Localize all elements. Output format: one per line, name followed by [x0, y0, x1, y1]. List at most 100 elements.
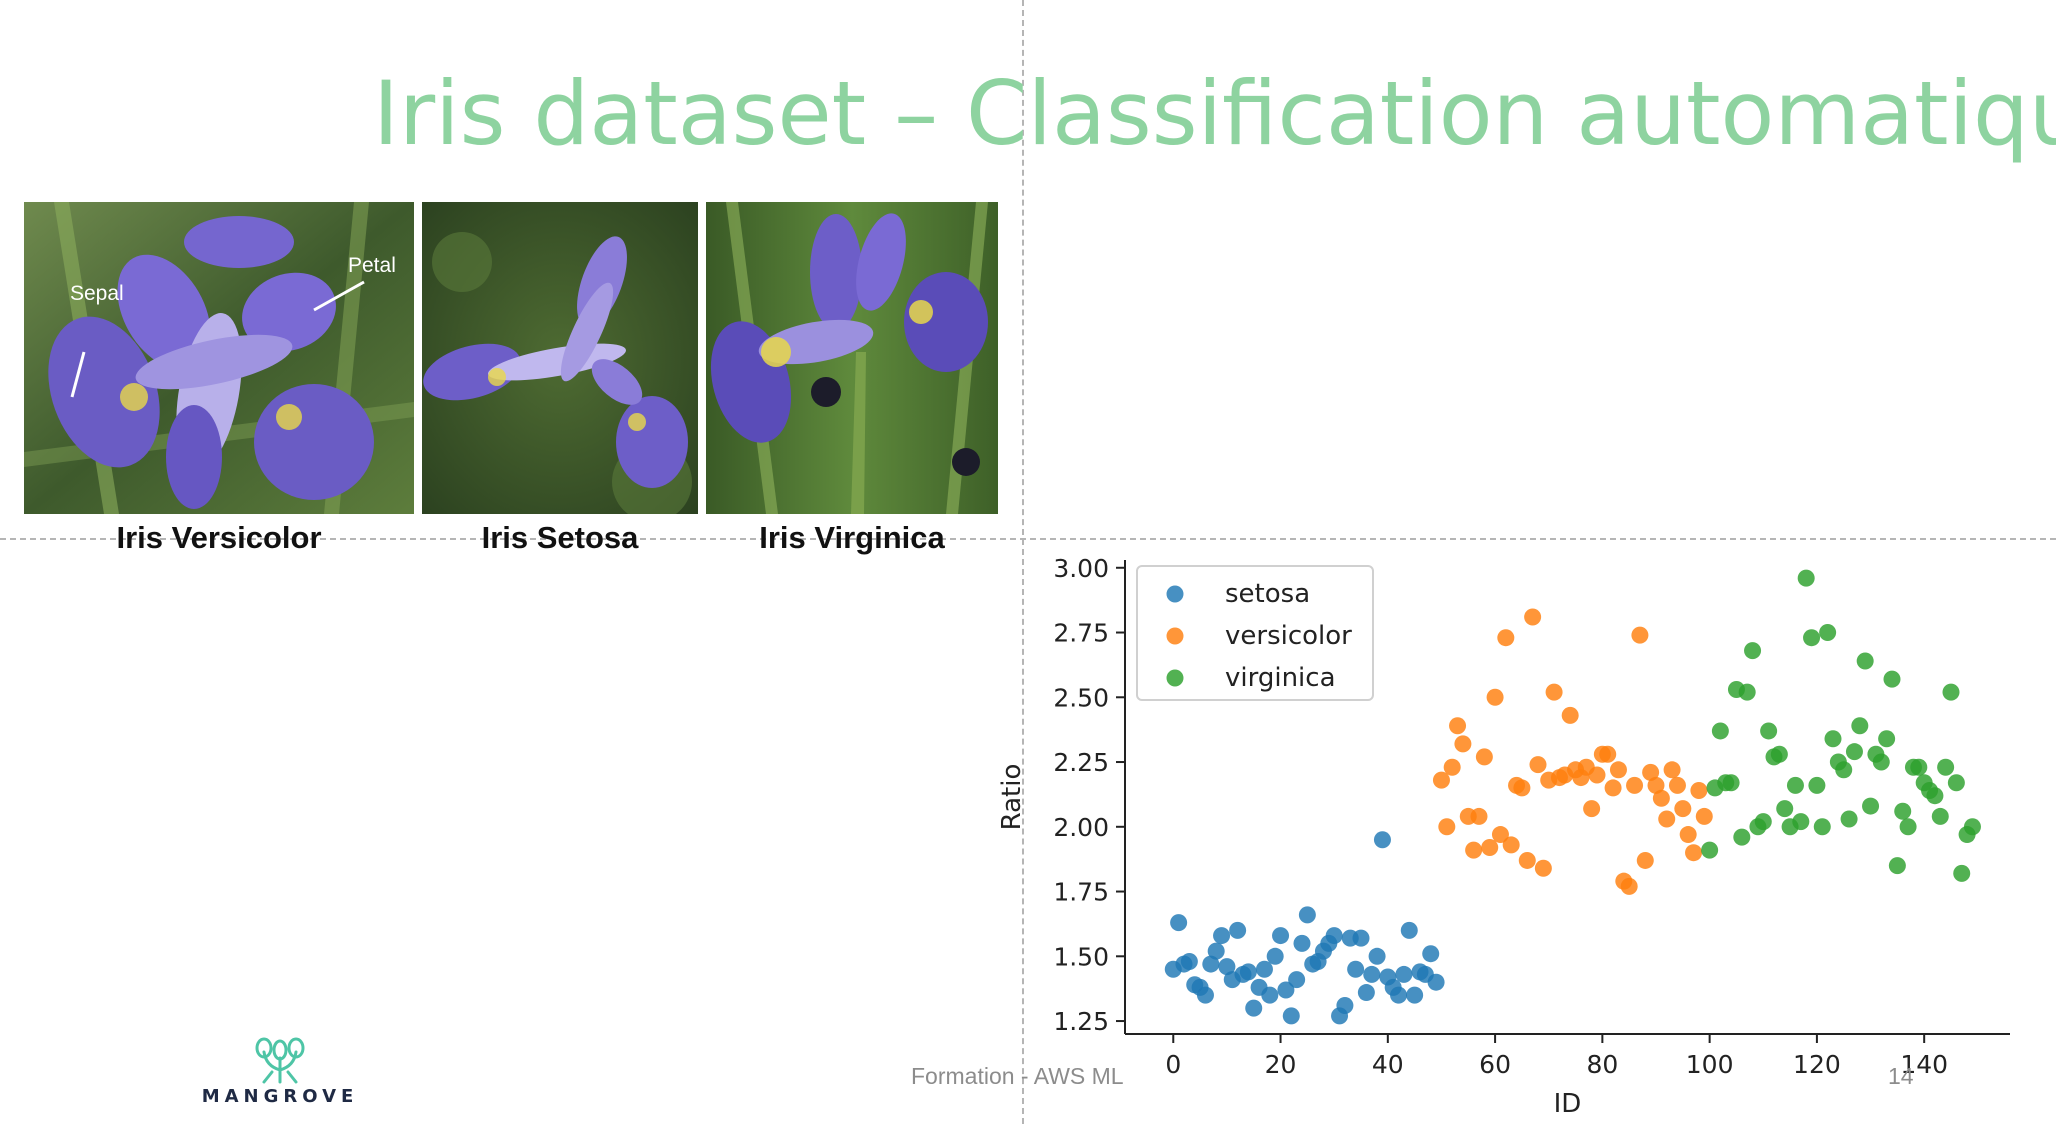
x-tick-label: 20	[1265, 1050, 1297, 1079]
point-virginica	[1840, 810, 1858, 828]
point-setosa	[1368, 947, 1386, 965]
point-setosa	[1196, 986, 1214, 1004]
point-setosa	[1298, 906, 1316, 924]
point-virginica	[1824, 730, 1842, 748]
scatter-chart: 1.25 1.50 1.75 2.00 2.25 2.50 2.75 3.00 0 20 40 60 8…	[997, 554, 2010, 1119]
legend-marker-setosa	[1166, 585, 1184, 603]
point-virginica	[1942, 683, 1960, 701]
point-virginica	[1738, 683, 1756, 701]
point-setosa	[1352, 929, 1370, 947]
point-setosa	[1218, 958, 1236, 976]
x-tick-label: 140	[1900, 1050, 1948, 1079]
point-virginica	[1786, 776, 1804, 794]
point-versicolor	[1534, 859, 1552, 877]
photo-iris-virginica	[706, 202, 998, 514]
point-virginica	[1760, 722, 1778, 740]
point-setosa	[1272, 927, 1290, 945]
x-tick-label: 40	[1372, 1050, 1404, 1079]
point-versicolor	[1438, 818, 1456, 836]
point-setosa	[1180, 952, 1198, 970]
point-versicolor	[1604, 779, 1622, 797]
x-tick-label: 100	[1686, 1050, 1734, 1079]
point-versicolor	[1663, 761, 1681, 779]
photo-iris-versicolor	[24, 202, 414, 514]
point-versicolor	[1513, 779, 1531, 797]
legend-label-virginica: virginica	[1225, 663, 1336, 693]
legend-label-setosa: setosa	[1225, 579, 1310, 609]
point-versicolor	[1470, 807, 1488, 825]
point-setosa	[1395, 965, 1413, 983]
point-virginica	[1963, 818, 1981, 836]
x-axis-label: ID	[1554, 1089, 1582, 1119]
point-versicolor	[1588, 766, 1606, 784]
point-versicolor	[1443, 758, 1461, 776]
point-virginica	[1835, 761, 1853, 779]
point-setosa	[1373, 831, 1391, 849]
point-setosa	[1229, 921, 1247, 939]
point-setosa	[1202, 955, 1220, 973]
point-versicolor	[1631, 626, 1649, 644]
point-virginica	[1845, 743, 1863, 761]
y-tick-label: 2.25	[1053, 748, 1109, 777]
point-setosa	[1427, 973, 1445, 991]
point-versicolor	[1583, 800, 1601, 818]
point-virginica	[1722, 774, 1740, 792]
caption-iris-versicolor: Iris Versicolor	[116, 520, 322, 555]
caption-iris-setosa: Iris Setosa	[481, 520, 639, 555]
point-versicolor	[1545, 683, 1563, 701]
point-virginica	[1770, 745, 1788, 763]
y-tick-label: 2.00	[1053, 813, 1109, 842]
y-tick-label: 1.75	[1053, 878, 1109, 907]
vertical-guide	[1022, 0, 1024, 1124]
legend-label-versicolor: versicolor	[1225, 621, 1352, 651]
x-tick-label: 120	[1793, 1050, 1841, 1079]
point-setosa	[1422, 945, 1440, 963]
horizontal-guide	[0, 538, 2056, 540]
point-setosa	[1363, 965, 1381, 983]
point-versicolor	[1658, 810, 1676, 828]
point-virginica	[1894, 802, 1912, 820]
point-virginica	[1937, 758, 1955, 776]
point-versicolor	[1626, 776, 1644, 794]
point-virginica	[1711, 722, 1729, 740]
point-setosa	[1261, 986, 1279, 1004]
point-versicolor	[1449, 717, 1467, 735]
point-virginica	[1953, 864, 1971, 882]
point-setosa	[1213, 927, 1231, 945]
point-versicolor	[1685, 844, 1703, 862]
y-tick-label: 2.50	[1053, 683, 1109, 712]
footer-text: Formation - AWS ML	[911, 1063, 1124, 1089]
point-virginica	[1883, 670, 1901, 688]
point-versicolor	[1647, 776, 1665, 794]
point-versicolor	[1679, 826, 1697, 844]
x-tick-label: 80	[1586, 1050, 1618, 1079]
point-virginica	[1872, 753, 1890, 771]
point-virginica	[1792, 813, 1810, 831]
point-setosa	[1336, 997, 1354, 1015]
point-setosa	[1266, 947, 1284, 965]
point-virginica	[1856, 652, 1874, 670]
y-tick-label: 2.75	[1053, 619, 1109, 648]
point-virginica	[1947, 774, 1965, 792]
point-setosa	[1357, 984, 1375, 1002]
photo-iris-setosa	[422, 202, 698, 514]
point-virginica	[1899, 818, 1917, 836]
point-versicolor	[1636, 851, 1654, 869]
point-versicolor	[1599, 745, 1617, 763]
point-versicolor	[1609, 761, 1627, 779]
point-virginica	[1808, 776, 1826, 794]
point-virginica	[1754, 813, 1772, 831]
point-virginica	[1701, 841, 1719, 859]
legend-box	[1136, 565, 1374, 701]
point-versicolor	[1668, 776, 1686, 794]
caption-iris-virginica: Iris Virginica	[759, 520, 945, 555]
point-virginica	[1851, 717, 1869, 735]
y-tick-label: 1.50	[1053, 942, 1109, 971]
point-setosa	[1390, 986, 1408, 1004]
point-versicolor	[1432, 771, 1450, 789]
legend-marker-virginica	[1166, 669, 1184, 687]
point-virginica	[1931, 807, 1949, 825]
y-axis-label: Ratio	[997, 764, 1027, 831]
point-virginica	[1862, 797, 1880, 815]
y-tick-label: 3.00	[1053, 554, 1109, 583]
